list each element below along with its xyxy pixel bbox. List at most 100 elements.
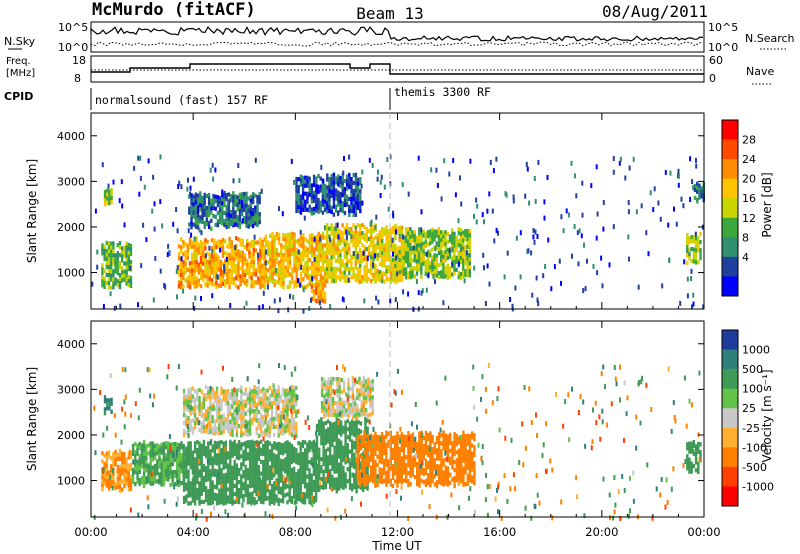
velocity-cell [435, 456, 439, 461]
velocity-cell [191, 406, 195, 411]
velocity-cell [308, 492, 311, 497]
power-cell [230, 244, 233, 249]
velocity-cell [355, 473, 358, 478]
velocity-cell [335, 453, 338, 458]
velocity-cell [110, 401, 113, 406]
velocity-cell [204, 486, 208, 491]
power-cell [194, 196, 198, 201]
velocity-cell [402, 454, 406, 459]
power-cell [675, 221, 678, 227]
power-cell [230, 280, 233, 285]
velocity-cell [438, 464, 441, 469]
velocity-cell [342, 477, 345, 482]
power-cell [308, 237, 312, 243]
velocity-cell [411, 444, 414, 449]
power-cell [341, 181, 344, 186]
power-cell [319, 269, 323, 275]
velocity-cell [213, 452, 217, 457]
power-cell [462, 238, 465, 243]
velocity-cell [125, 473, 128, 478]
velocity-cell [226, 455, 230, 460]
power-cell [196, 209, 200, 214]
velocity-cell [240, 478, 243, 483]
velocity-cell [248, 500, 252, 505]
power-cell [246, 243, 249, 248]
power-cell [177, 272, 181, 277]
velocity-cell [180, 481, 183, 486]
power-cell [228, 284, 231, 289]
power-cell [275, 252, 279, 257]
velocity-cell [413, 446, 417, 452]
power-cell [350, 193, 353, 198]
power-cell [295, 279, 298, 284]
velocity-cell [242, 494, 245, 499]
velocity-cell [433, 462, 436, 467]
velocity-cell [257, 397, 261, 403]
power-cell [372, 244, 375, 250]
power-cell [404, 227, 408, 232]
velocity-cell [207, 453, 210, 458]
velocity-cell [270, 491, 274, 496]
power-cell [232, 281, 236, 286]
power-cell [280, 263, 283, 268]
power-cell [310, 237, 314, 242]
velocity-cell [270, 451, 274, 456]
power-cell [199, 195, 202, 200]
velocity-cell [255, 460, 258, 465]
velocity-cell [299, 482, 302, 487]
velocity-cell [471, 451, 474, 456]
velocity-cell [198, 441, 201, 446]
power-cell [343, 226, 346, 231]
power-cell [105, 240, 108, 245]
velocity-cell [103, 407, 107, 412]
velocity-cell [121, 467, 124, 472]
velocity-cell [308, 476, 311, 481]
velocity-cell [353, 461, 356, 466]
power-cell [212, 176, 215, 182]
power-cell [245, 199, 248, 204]
velocity-cell [215, 457, 219, 462]
power-cell [180, 256, 183, 262]
power-cell [317, 259, 320, 264]
velocity-cell [314, 458, 318, 463]
power-cell [203, 212, 206, 217]
power-cell [251, 196, 255, 201]
velocity-cell [200, 389, 203, 394]
velocity-cell [153, 443, 157, 448]
power-cell [348, 231, 351, 236]
velocity-cell [189, 485, 192, 490]
velocity-cell [320, 457, 323, 462]
velocity-cell [394, 459, 397, 464]
power-cell [201, 195, 204, 200]
power-cell [271, 235, 274, 240]
velocity-cell [222, 465, 225, 470]
power-cell [319, 253, 323, 259]
velocity-cell [142, 439, 146, 444]
velocity-cell [451, 453, 454, 458]
velocity-cell [416, 442, 419, 447]
velocity-cell [266, 396, 269, 401]
velocity-cell [198, 427, 201, 433]
velocity-cell [400, 448, 403, 453]
power-cell [245, 211, 248, 216]
power-cell [243, 253, 247, 258]
velocity-cell [242, 474, 245, 479]
velocity-cell [182, 448, 185, 453]
power-cell [319, 233, 323, 239]
power-cell [282, 261, 285, 266]
power-cell [254, 213, 257, 218]
velocity-cell [213, 419, 217, 424]
velocity-cell [158, 464, 161, 469]
power-cell [332, 188, 336, 193]
velocity-cell [411, 472, 414, 477]
velocity-cell [374, 483, 377, 488]
power-cell [486, 208, 489, 214]
velocity-cell [266, 468, 269, 473]
power-cell [194, 224, 198, 229]
velocity-cell [429, 435, 432, 440]
velocity-cell [380, 432, 384, 437]
power-cell [310, 269, 314, 274]
power-cell [339, 241, 342, 246]
velocity-cell [466, 453, 469, 458]
power-cell [295, 192, 298, 198]
